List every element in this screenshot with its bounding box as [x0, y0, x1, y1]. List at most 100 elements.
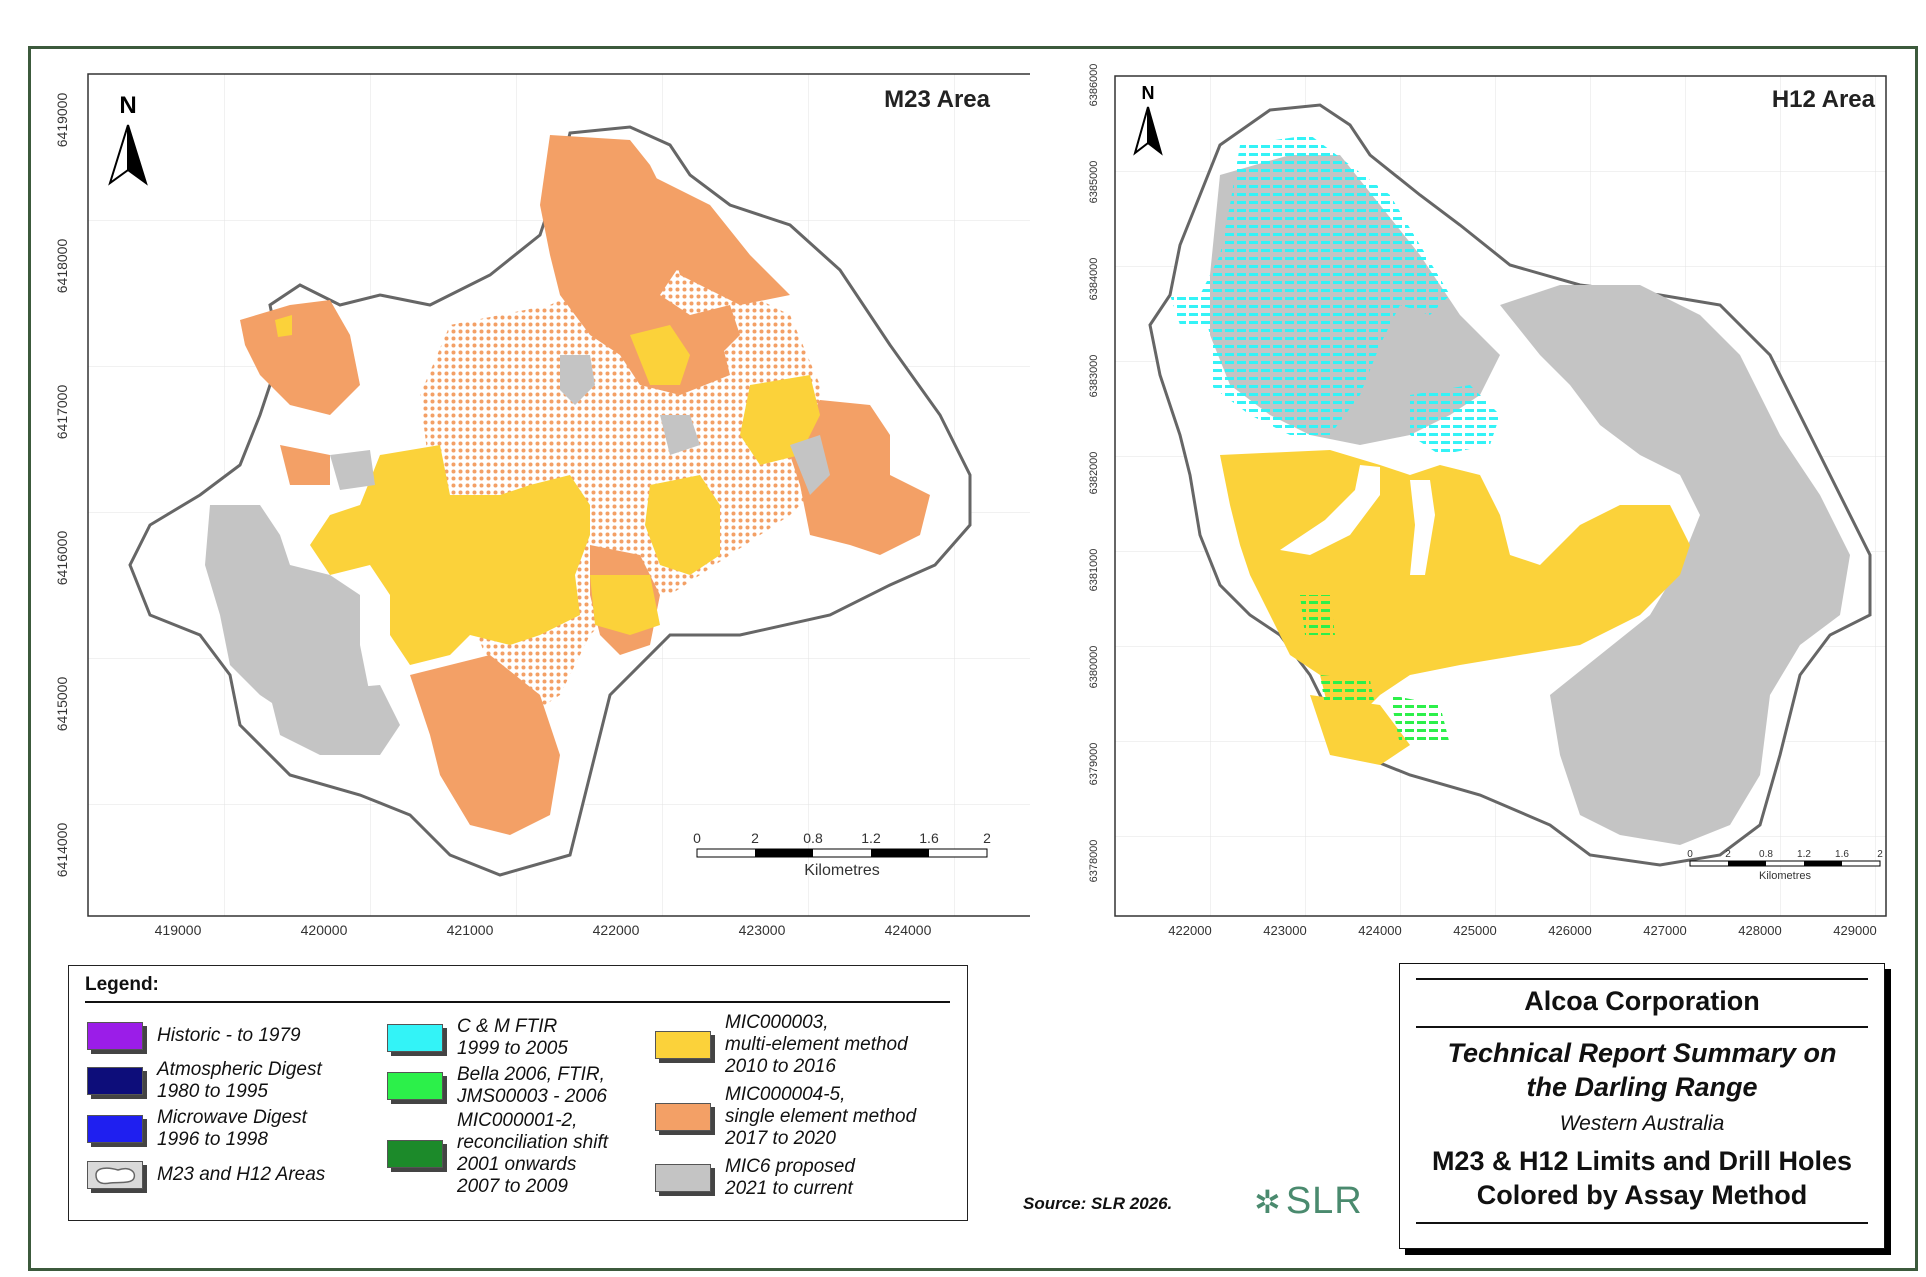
legend-item-microwave: Microwave Digest 1996 to 1998: [87, 1107, 307, 1151]
h12-x-tick: 429000: [1833, 923, 1876, 938]
m23-title: M23 Area: [884, 86, 990, 113]
legend-divider: [85, 1001, 950, 1003]
legend-item-mic6: MIC6 proposed 2021 to current: [655, 1156, 855, 1200]
h12-y-tick: 6385000: [1088, 161, 1100, 204]
m23-map: N M23 Area 6419000 6418000 6417000 64160…: [30, 55, 1030, 945]
legend-swatch: [87, 1115, 143, 1143]
h12-x-tick: 425000: [1453, 923, 1496, 938]
legend-label: Microwave Digest 1996 to 1998: [157, 1107, 307, 1150]
m23-scale-label: 2: [751, 830, 759, 846]
h12-north-label: N: [1142, 83, 1155, 103]
h12-x-tick: 422000: [1168, 923, 1211, 938]
legend-item-mic000003: MIC000003, multi-element method 2010 to …: [655, 1012, 908, 1078]
legend-item-atmospheric: Atmospheric Digest 1980 to 1995: [87, 1059, 322, 1103]
m23-x-tick: 419000: [155, 922, 202, 938]
h12-y-ticks: 6386000 6385000 6384000 6383000 6382000 …: [1088, 64, 1100, 883]
h12-scale-unit: Kilometres: [1759, 870, 1811, 882]
h12-y-tick: 6382000: [1088, 452, 1100, 495]
h12-x-tick: 423000: [1263, 923, 1306, 938]
slr-logo-icon: ✲: [1254, 1184, 1282, 1220]
h12-scale-label: 2: [1725, 849, 1731, 860]
h12-scale-label: 0.8: [1759, 849, 1773, 860]
h12-gaps: [1280, 465, 1450, 705]
m23-orange-areas: [240, 135, 930, 835]
h12-cyan-areas: [1170, 135, 1500, 455]
figure-frame: [28, 46, 1918, 1271]
legend-item-cm-ftir: C & M FTIR 1999 to 2005: [387, 1016, 568, 1060]
legend: Legend: Historic - to 1979 Atmospheric D…: [68, 965, 968, 1221]
h12-x-tick: 428000: [1738, 923, 1781, 938]
h12-x-tick: 424000: [1358, 923, 1401, 938]
m23-gray-areas: [205, 355, 830, 755]
legend-swatch: [87, 1067, 143, 1095]
h12-x-tick: 427000: [1643, 923, 1686, 938]
legend-swatch: [387, 1072, 443, 1100]
legend-label: M23 and H12 Areas: [157, 1164, 326, 1185]
m23-scale-label: 1.2: [861, 830, 881, 846]
title-rule: [1416, 978, 1868, 980]
company-name: Alcoa Corporation: [1524, 986, 1760, 1016]
m23-y-tick: 6415000: [54, 677, 70, 732]
m23-x-tick: 422000: [593, 922, 640, 938]
slr-logo-text: SLR: [1285, 1180, 1363, 1222]
report-title-line2: the Darling Range: [1526, 1072, 1758, 1102]
m23-x-tick: 421000: [447, 922, 494, 938]
m23-scale-label: 0.8: [803, 830, 823, 846]
report-title-line1: Technical Report Summary on: [1447, 1038, 1837, 1068]
figure-title-line1: M23 & H12 Limits and Drill Holes: [1431, 1146, 1853, 1176]
region-label: Western Australia: [1559, 1112, 1725, 1135]
slr-logo: ✲ SLR: [1254, 1180, 1363, 1223]
h12-scale-label: 1.6: [1835, 849, 1849, 860]
legend-item-bella: Bella 2006, FTIR, JMS00003 - 2006: [387, 1064, 607, 1108]
legend-swatch-area-icon: [87, 1161, 143, 1189]
title-rule: [1416, 1222, 1868, 1224]
legend-label: MIC000003, multi-element method 2010 to …: [725, 1012, 908, 1077]
m23-scale-label: 1.6: [919, 830, 939, 846]
h12-y-tick: 6383000: [1088, 355, 1100, 398]
legend-item-mic0000012: MIC000001-2, reconciliation shift 2001 o…: [387, 1110, 608, 1198]
m23-y-ticks: 6419000 6418000 6417000 6416000 6415000 …: [54, 93, 70, 878]
legend-swatch: [655, 1164, 711, 1192]
h12-map: N H12 Area 6386000 6385000 6384000 63830…: [1080, 55, 1900, 945]
m23-scale-unit: Kilometres: [804, 862, 880, 879]
h12-x-ticks: 422000 423000 424000 425000 426000 42700…: [1168, 923, 1876, 938]
legend-item-areas: M23 and H12 Areas: [87, 1161, 325, 1189]
h12-y-tick: 6380000: [1088, 646, 1100, 689]
legend-label: Bella 2006, FTIR, JMS00003 - 2006: [457, 1064, 607, 1107]
m23-x-tick: 424000: [885, 922, 932, 938]
m23-y-tick: 6418000: [54, 239, 70, 294]
h12-y-tick: 6381000: [1088, 549, 1100, 592]
h12-title: H12 Area: [1772, 86, 1876, 113]
source-note: Source: SLR 2026.: [1023, 1194, 1173, 1213]
h12-scale-label: 2: [1877, 849, 1883, 860]
h12-x-tick: 426000: [1548, 923, 1591, 938]
legend-label: Atmospheric Digest 1980 to 1995: [157, 1059, 322, 1102]
legend-label: MIC000001-2, reconciliation shift 2001 o…: [457, 1110, 609, 1197]
m23-y-tick: 6417000: [54, 385, 70, 440]
m23-x-tick: 420000: [301, 922, 348, 938]
m23-scale-label: 2: [983, 830, 991, 846]
m23-x-ticks: 419000 420000 421000 422000 423000 42400…: [155, 922, 932, 938]
legend-label: MIC000004-5, single element method 2017 …: [725, 1084, 917, 1149]
legend-swatch: [387, 1140, 443, 1168]
legend-label: Historic - to 1979: [157, 1025, 301, 1046]
legend-item-mic0000045: MIC000004-5, single element method 2017 …: [655, 1084, 916, 1150]
m23-y-tick: 6419000: [54, 93, 70, 148]
legend-swatch: [655, 1103, 711, 1131]
m23-x-tick: 423000: [739, 922, 786, 938]
m23-y-tick: 6416000: [54, 531, 70, 586]
legend-item-historic: Historic - to 1979: [87, 1022, 301, 1050]
h12-scale-label: 0: [1687, 849, 1693, 860]
h12-y-tick: 6378000: [1088, 840, 1100, 883]
h12-scale-label: 1.2: [1797, 849, 1811, 860]
title-rule: [1416, 1026, 1868, 1028]
figure-title-line2: Colored by Assay Method: [1476, 1180, 1808, 1210]
m23-scale-label: 0: [693, 830, 701, 846]
h12-scale-bar: 0 2 0.8 1.2 1.6 2 Kilometres: [1687, 849, 1883, 882]
m23-north-label: N: [119, 92, 136, 119]
legend-swatch: [87, 1022, 143, 1050]
h12-y-tick: 6386000: [1088, 64, 1100, 107]
h12-y-tick: 6379000: [1088, 743, 1100, 786]
m23-y-tick: 6414000: [54, 823, 70, 878]
legend-swatch: [655, 1031, 711, 1059]
